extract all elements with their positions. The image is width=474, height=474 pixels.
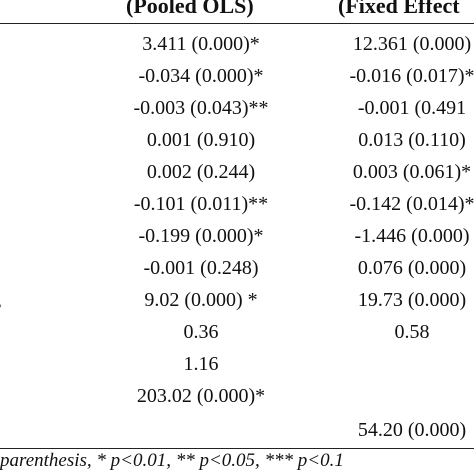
table-cell: 0.013 (0.110) bbox=[358, 129, 466, 151]
table-cell: 0.076 (0.000) bbox=[357, 257, 467, 279]
table-cell: -0.001 (0.491 bbox=[357, 97, 467, 119]
table-cell: -0.001 (0.248) bbox=[143, 257, 259, 279]
table-row: 0.002 (0.244) 0.003 (0.061)* bbox=[0, 156, 474, 188]
table-cell: 0.002 (0.244) bbox=[146, 161, 256, 183]
table-bottom-rule bbox=[0, 448, 474, 449]
table-cell: -0.034 (0.000)* bbox=[138, 65, 264, 87]
table-row: -0.001 (0.248) 0.076 (0.000) bbox=[0, 252, 474, 284]
table-row: 203.02 (0.000)* bbox=[0, 380, 474, 412]
table-cell: -0.016 (0.017)* bbox=[349, 65, 474, 87]
table-cell: 19.73 (0.000) bbox=[357, 289, 467, 311]
table-cell: 0.001 (0.910) bbox=[146, 129, 256, 151]
column-header-pooled-ols: (Pooled OLS) bbox=[126, 0, 254, 18]
table-row: -0.003 (0.043)** -0.001 (0.491 bbox=[0, 92, 474, 124]
table-cell: -0.101 (0.011)** bbox=[133, 193, 269, 215]
table-cell: 0.58 bbox=[394, 321, 430, 343]
table-cell: -0.142 (0.014)* bbox=[349, 193, 474, 215]
table-cell: 0.36 bbox=[183, 321, 219, 343]
table-cell bbox=[90, 414, 312, 446]
table-row: 0.001 (0.910) 0.013 (0.110) bbox=[0, 124, 474, 156]
table-row: 0.36 0.58 bbox=[0, 316, 474, 348]
table-cell: 3.411 (0.000)* bbox=[142, 33, 260, 55]
table-cell: -1.446 (0.000) bbox=[354, 225, 470, 247]
table-row: 3.411 (0.000)* 12.361 (0.000) bbox=[0, 28, 474, 60]
table-row: -0.034 (0.000)* -0.016 (0.017)* bbox=[0, 60, 474, 92]
table-cell bbox=[312, 380, 474, 412]
table-cell bbox=[312, 348, 474, 380]
column-header-fixed-effect: (Fixed Effect bbox=[338, 0, 460, 18]
table-row: , 9.02 (0.000) * 19.73 (0.000) bbox=[0, 284, 474, 316]
table-cell: -0.199 (0.000)* bbox=[138, 225, 264, 247]
table-cell: 1.16 bbox=[183, 353, 219, 375]
row-label-fragment: , bbox=[0, 284, 2, 316]
table-row: -0.199 (0.000)* -1.446 (0.000) bbox=[0, 220, 474, 252]
table-header: (Pooled OLS) (Fixed Effect bbox=[0, 0, 474, 24]
table-row: 1.16 bbox=[0, 348, 474, 380]
table-row: 54.20 (0.000) bbox=[0, 414, 474, 446]
table-cell: 203.02 (0.000)* bbox=[136, 385, 266, 407]
table-cell: 0.003 (0.061)* bbox=[352, 161, 472, 183]
table-footnote: parenthesis, * p<0.01, ** p<0.05, *** p<… bbox=[0, 450, 344, 471]
table-cell: 54.20 (0.000) bbox=[357, 419, 467, 441]
table-top-rule bbox=[0, 23, 474, 24]
table-row: -0.101 (0.011)** -0.142 (0.014)* bbox=[0, 188, 474, 220]
table-cell: -0.003 (0.043)** bbox=[133, 97, 269, 119]
table-cell: 9.02 (0.000) * bbox=[144, 289, 258, 311]
table-cell: 12.361 (0.000) bbox=[352, 33, 472, 55]
